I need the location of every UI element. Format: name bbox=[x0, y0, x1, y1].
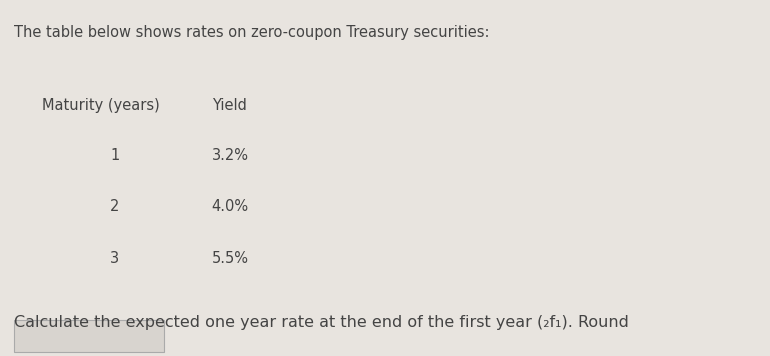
Text: 2: 2 bbox=[110, 199, 119, 214]
Text: Yield: Yield bbox=[212, 98, 246, 113]
Text: 4.0%: 4.0% bbox=[212, 199, 249, 214]
Text: 1: 1 bbox=[110, 148, 119, 163]
Text: 5.5%: 5.5% bbox=[212, 251, 249, 266]
Text: The table below shows rates on zero-coupon Treasury securities:: The table below shows rates on zero-coup… bbox=[14, 25, 490, 40]
Text: 3.2%: 3.2% bbox=[212, 148, 249, 163]
FancyBboxPatch shape bbox=[14, 320, 164, 352]
Text: 3: 3 bbox=[110, 251, 119, 266]
Text: Maturity (years): Maturity (years) bbox=[42, 98, 160, 113]
Text: Calculate the expected one year rate at the end of the first year (₂f₁). Round: Calculate the expected one year rate at … bbox=[14, 315, 629, 330]
